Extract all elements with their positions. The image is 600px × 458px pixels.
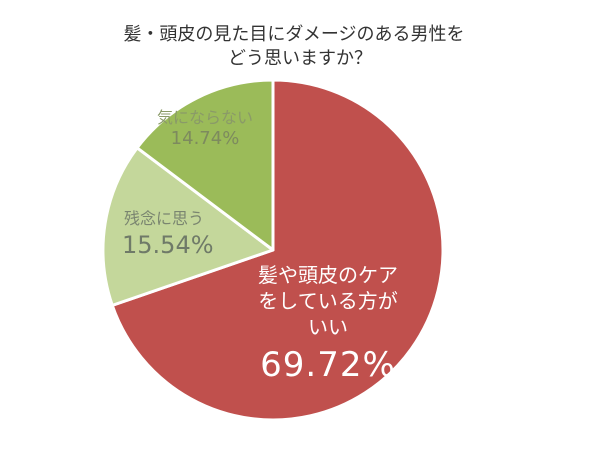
slice-kininaranai (135, 78, 275, 252)
slice-zannen (101, 146, 275, 307)
slice-name: 残念に思う (124, 209, 205, 228)
slice-name-line3: いい (308, 315, 348, 339)
slice-label-zannen: 残念に思う 15.54% (110, 208, 250, 260)
slice-name-line1: 髪や頭皮のケア (258, 263, 398, 287)
slice-name-line2: をしている方が (258, 289, 398, 313)
slice-percent: 69.72% (260, 345, 396, 385)
slice-percent: 15.54% (122, 231, 214, 259)
slice-percent: 14.74% (170, 128, 240, 149)
chart-title-line2: どう思いますか？ (228, 48, 372, 69)
chart-title-line1: 髪・頭皮の見た目にダメージのある男性を (123, 24, 465, 45)
slice-care (110, 78, 445, 422)
slice-name: 気にならない (156, 108, 253, 127)
slice-label-care: 髪や頭皮のケア をしている方が いい 69.72% (238, 262, 418, 386)
slice-label-kininaranai: 気にならない 14.74% (140, 108, 270, 150)
